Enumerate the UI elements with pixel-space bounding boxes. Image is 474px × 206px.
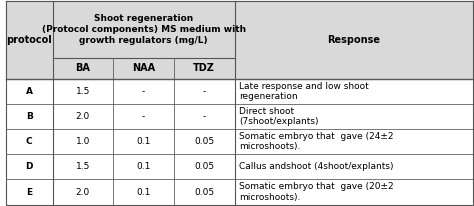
Bar xyxy=(235,1,473,79)
Text: 0.1: 0.1 xyxy=(137,137,151,146)
Bar xyxy=(174,154,235,179)
Text: 1.5: 1.5 xyxy=(76,87,90,96)
Text: protocol: protocol xyxy=(6,35,52,45)
Bar xyxy=(6,154,53,179)
Text: -: - xyxy=(202,87,206,96)
Bar xyxy=(235,179,473,205)
Text: 0.05: 0.05 xyxy=(194,137,214,146)
Bar xyxy=(6,104,53,129)
Text: -: - xyxy=(142,112,145,121)
Text: Somatic embryo that  gave (20±2
microshoots).: Somatic embryo that gave (20±2 microshoo… xyxy=(239,182,394,202)
Text: Late response and low shoot
regeneration: Late response and low shoot regeneration xyxy=(239,82,369,101)
Text: B: B xyxy=(26,112,33,121)
Bar xyxy=(235,129,473,154)
Text: -: - xyxy=(142,87,145,96)
Bar xyxy=(53,79,113,104)
Text: 0.1: 0.1 xyxy=(137,162,151,171)
Text: 0.1: 0.1 xyxy=(137,187,151,197)
Bar xyxy=(53,58,113,79)
Text: NAA: NAA xyxy=(132,63,155,74)
Bar xyxy=(6,79,53,104)
Bar xyxy=(113,154,174,179)
Bar xyxy=(6,1,53,79)
Bar xyxy=(113,79,174,104)
Bar xyxy=(113,129,174,154)
Bar xyxy=(53,104,113,129)
Text: 0.05: 0.05 xyxy=(194,162,214,171)
Bar xyxy=(113,58,174,79)
Bar xyxy=(174,104,235,129)
Text: BA: BA xyxy=(75,63,91,74)
Bar xyxy=(53,1,235,58)
Bar xyxy=(53,129,113,154)
Bar xyxy=(6,179,53,205)
Text: Shoot regeneration
(Protocol components) MS medium with
growth regulators (mg/L): Shoot regeneration (Protocol components)… xyxy=(42,14,246,46)
Text: 1.0: 1.0 xyxy=(76,137,90,146)
Text: Somatic embryo that  gave (24±2
microshoots).: Somatic embryo that gave (24±2 microshoo… xyxy=(239,132,394,151)
Bar xyxy=(174,58,235,79)
Bar xyxy=(235,104,473,129)
Bar xyxy=(174,129,235,154)
Text: 2.0: 2.0 xyxy=(76,112,90,121)
Bar xyxy=(174,79,235,104)
Bar xyxy=(235,79,473,104)
Bar xyxy=(53,179,113,205)
Bar xyxy=(174,179,235,205)
Text: -: - xyxy=(202,112,206,121)
Text: TDZ: TDZ xyxy=(193,63,215,74)
Bar xyxy=(53,154,113,179)
Bar xyxy=(113,104,174,129)
Bar xyxy=(235,154,473,179)
Text: Direct shoot
(7shoot/explants): Direct shoot (7shoot/explants) xyxy=(239,107,319,126)
Text: Callus andshoot (4shoot/explants): Callus andshoot (4shoot/explants) xyxy=(239,162,394,171)
Bar xyxy=(113,179,174,205)
Text: C: C xyxy=(26,137,33,146)
Text: 1.5: 1.5 xyxy=(76,162,90,171)
Text: D: D xyxy=(26,162,33,171)
Text: 0.05: 0.05 xyxy=(194,187,214,197)
Text: A: A xyxy=(26,87,33,96)
Bar xyxy=(6,129,53,154)
Text: E: E xyxy=(26,187,32,197)
Text: 2.0: 2.0 xyxy=(76,187,90,197)
Text: Response: Response xyxy=(327,35,380,45)
